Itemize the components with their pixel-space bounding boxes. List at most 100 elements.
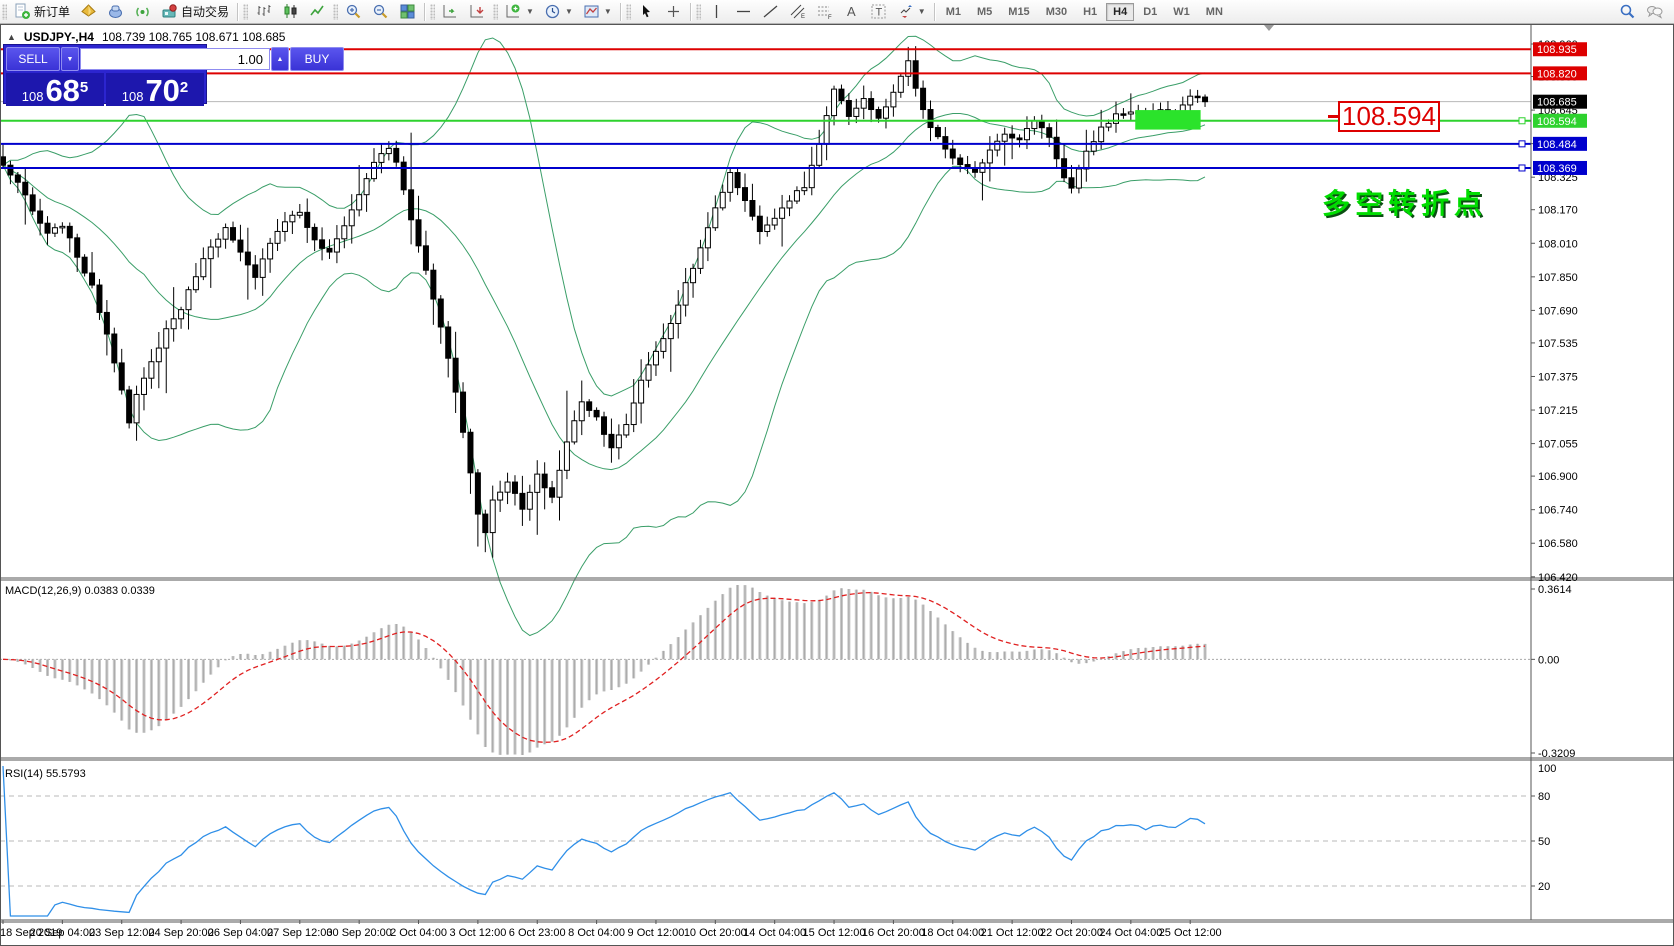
svg-text:18 Oct 04:00: 18 Oct 04:00 [921,927,984,939]
svg-text:107.850: 107.850 [1538,272,1578,284]
rsi-line [2,765,1206,917]
svg-text:16 Oct 20:00: 16 Oct 20:00 [862,927,925,939]
signals-button[interactable] [130,1,155,22]
bar-chart-button[interactable] [251,1,276,22]
timeframe-MN[interactable]: MN [1205,5,1223,18]
timeframe-W1[interactable]: W1 [1173,5,1190,18]
svg-text:-0.3209: -0.3209 [1538,748,1575,760]
timeframe-M15[interactable]: M15 [1008,5,1030,18]
svg-text:25 Oct 12:00: 25 Oct 12:00 [1159,927,1222,939]
zoom-out-button[interactable] [368,1,393,22]
toolbar: 新订单 自动交易 ▼ ▼ ▼ E F A T ▼ M1 M5 M15 M30 H1 H4 D1 W1 MN [0,0,1674,24]
timeframe-M30[interactable]: M30 [1045,5,1068,18]
volume-increase-button[interactable]: ▲ [271,47,289,71]
vertical-line-button[interactable] [704,1,729,22]
volume-input[interactable] [80,48,270,70]
bollinger-lower [2,164,1206,637]
toolbar-separator [237,2,239,21]
sell-price-big: 68 [45,73,80,108]
buy-price-prefix: 108 [121,89,144,104]
timeframe-toolbar: M1 M5 M15 M30 H1 H4 D1 W1 MN [938,0,1231,23]
svg-text:108.594: 108.594 [1537,116,1577,128]
text-label-button[interactable]: T [866,1,891,22]
toolbar-separator [619,2,621,21]
candle-chart-button[interactable] [278,1,303,22]
trendline-button[interactable] [758,1,783,22]
price-badge [1533,160,1587,175]
svg-text:E: E [801,14,805,20]
buy-price[interactable]: 108 70 2 [106,73,204,106]
svg-text:2 Oct 04:00: 2 Oct 04:00 [390,927,447,939]
macd-panel: 0.3614 0.00 -0.3209 MACD(12,26,9) 0.0383 0.… [0,584,1575,760]
market-watch-button[interactable] [76,1,101,22]
chart-shift-marker[interactable] [1264,25,1274,31]
rsi-panel: 80 50 20 100 RSI(14) 55.5793 [0,763,1556,917]
svg-text:0.3614: 0.3614 [1538,584,1572,596]
fibonacci-button[interactable]: F [812,1,837,22]
svg-text:A: A [847,4,856,19]
chevron-down-icon[interactable]: ▼ [917,7,926,16]
tile-windows-button[interactable] [395,1,420,22]
chevron-down-icon[interactable]: ▼ [564,7,573,16]
chart-window[interactable]: 108.960108.805108.645108.485108.325108.1… [0,24,1674,946]
price-badge [1533,94,1587,109]
chart-shift-button[interactable] [465,1,490,22]
periods-button[interactable]: ▼ [540,1,577,22]
crosshair-button[interactable] [661,1,686,22]
timeframe-D1[interactable]: D1 [1143,5,1158,18]
svg-text:20: 20 [1538,881,1550,893]
price-callout-tick [1328,115,1338,118]
autotrading-button[interactable]: 自动交易 [157,1,233,22]
timeframe-H4[interactable]: H4 [1106,2,1135,21]
price-badge [1533,66,1587,81]
bollinger-middle [2,113,1206,471]
svg-text:107.535: 107.535 [1538,338,1578,350]
svg-text:108.685: 108.685 [1537,97,1577,109]
zoom-in-button[interactable] [341,1,366,22]
sell-price[interactable]: 108 68 5 [6,73,104,106]
svg-text:21 Oct 12:00: 21 Oct 12:00 [981,927,1044,939]
chevron-down-icon[interactable]: ▼ [526,7,534,16]
sell-price-sup: 5 [79,79,89,96]
cursor-button[interactable] [634,1,659,22]
collapse-panel-icon[interactable]: ▲ [7,32,16,42]
hline-handle [1518,164,1526,172]
pivot-point-annotation[interactable]: 多空转折点 [1322,188,1488,219]
svg-text:15 Oct 12:00: 15 Oct 12:00 [803,927,866,939]
price-callout-label[interactable]: 108.594 [1338,101,1440,132]
horizontal-line-button[interactable] [731,1,756,22]
metaeditor-button[interactable] [103,1,128,22]
bollinger-upper [2,35,1206,397]
svg-text:108.935: 108.935 [1537,44,1577,56]
chat-button[interactable] [1642,1,1667,22]
buy-price-big: 70 [145,73,180,108]
svg-text:107.215: 107.215 [1538,405,1578,417]
svg-text:3 Oct 12:00: 3 Oct 12:00 [449,927,506,939]
volume-decrease-button[interactable]: ▼ [61,47,79,71]
new-order-button[interactable]: 新订单 [10,1,74,22]
toolbar-grip [2,3,7,20]
svg-text:108.010: 108.010 [1538,238,1578,250]
channel-button[interactable]: E [785,1,810,22]
svg-text:30 Sep 20:00: 30 Sep 20:00 [326,927,391,939]
chart-canvas[interactable]: 108.960108.805108.645108.485108.325108.1… [0,24,1674,946]
indicators-button[interactable]: ▼ [501,1,538,22]
timeframe-M5[interactable]: M5 [977,5,993,18]
toolbar-separator [424,2,426,21]
toolbar-separator [933,2,935,21]
timeframe-M1[interactable]: M1 [945,5,961,18]
chevron-down-icon[interactable]: ▼ [603,7,612,16]
timeframe-H1[interactable]: H1 [1083,5,1098,18]
line-chart-button[interactable] [305,1,330,22]
text-button[interactable]: A [839,1,864,22]
sell-button[interactable]: SELL [6,47,60,71]
arrows-button[interactable]: ▼ [893,1,930,22]
chart-ohlc-values: 108.739 108.765 108.671 108.685 [101,30,286,44]
templates-button[interactable]: ▼ [579,1,616,22]
svg-text:27 Sep 12:00: 27 Sep 12:00 [267,927,332,939]
auto-scroll-button[interactable] [438,1,463,22]
sell-price-prefix: 108 [21,89,44,104]
svg-text:8 Oct 04:00: 8 Oct 04:00 [568,927,625,939]
buy-button[interactable]: BUY [290,47,344,71]
search-button[interactable] [1615,1,1640,22]
